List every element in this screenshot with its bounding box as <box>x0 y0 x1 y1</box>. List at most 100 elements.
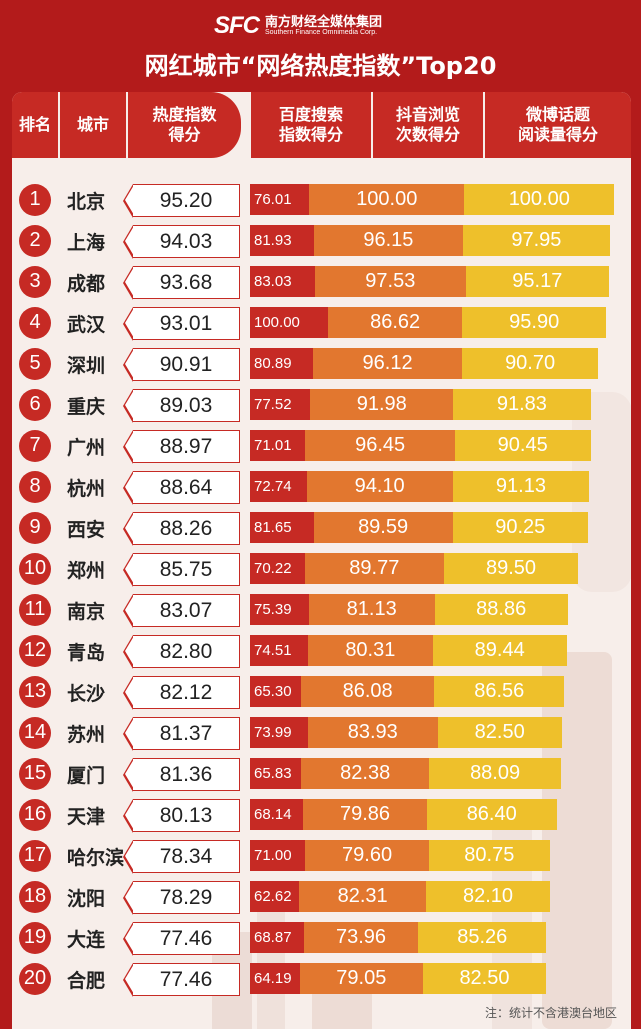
baidu-segment: 68.14 <box>250 799 304 830</box>
total-score-box: 77.46 <box>123 921 240 956</box>
baidu-segment: 71.01 <box>250 430 306 461</box>
score-pointer-inner <box>125 718 134 748</box>
score-pointer-inner <box>125 554 134 584</box>
brand-name-en: Southern Finance Omnimedia Corp. <box>265 29 378 37</box>
score-pointer-inner <box>125 882 134 912</box>
brand: SFC 南方财经全媒体集团 Southern Finance Omnimedia… <box>214 8 382 44</box>
rank-badge: 15 <box>19 757 51 790</box>
total-score-box: 82.12 <box>123 675 240 710</box>
total-score-box: 80.13 <box>123 798 240 833</box>
city-label: 郑州 <box>67 560 106 582</box>
rank-badge: 13 <box>19 675 51 708</box>
douyin-segment: 82.31 <box>298 881 427 912</box>
score-pointer-inner <box>125 431 134 461</box>
city-label: 广州 <box>67 437 106 459</box>
douyin-segment: 80.31 <box>308 635 433 666</box>
score-pointer-inner <box>125 595 134 625</box>
douyin-segment: 96.45 <box>305 430 455 461</box>
total-score-box: 90.91 <box>123 347 240 382</box>
score-pointer-inner <box>125 472 134 502</box>
total-score-box: 77.46 <box>123 962 240 997</box>
score-pointer-inner <box>125 800 134 830</box>
rank-badge: 4 <box>19 306 51 339</box>
header-douyin: 抖音浏览 次数得分 <box>373 92 483 158</box>
total-score-box: 78.29 <box>123 880 240 915</box>
douyin-segment: 79.86 <box>303 799 427 830</box>
weibo-segment: 91.13 <box>452 471 590 502</box>
total-score-value: 94.03 <box>159 229 213 253</box>
city-label: 上海 <box>67 232 106 254</box>
score-pointer-inner <box>125 185 134 215</box>
douyin-segment: 86.08 <box>300 676 435 707</box>
score-pointer-inner <box>125 308 134 338</box>
rank-badge: 2 <box>19 224 51 257</box>
rank-badge: 17 <box>19 839 51 872</box>
douyin-segment: 82.38 <box>301 758 430 789</box>
rank-badge: 19 <box>19 921 51 954</box>
weibo-segment: 90.70 <box>462 348 599 379</box>
total-score-box: 95.20 <box>123 183 240 218</box>
rank-badge: 10 <box>19 552 51 585</box>
brand-name-cn: 南方财经全媒体集团 <box>265 14 383 30</box>
city-label: 天津 <box>67 806 106 828</box>
city-label: 沈阳 <box>67 888 106 910</box>
douyin-segment: 97.53 <box>314 266 466 297</box>
total-score-value: 93.01 <box>159 311 213 335</box>
total-score-value: 89.03 <box>159 393 213 417</box>
total-score-value: 88.64 <box>159 475 213 499</box>
rank-badge: 8 <box>19 470 51 503</box>
total-score-box: 88.64 <box>123 470 240 505</box>
city-label: 西安 <box>67 519 106 541</box>
weibo-segment: 82.50 <box>437 717 562 748</box>
city-label: 苏州 <box>67 724 106 746</box>
baidu-segment: 83.03 <box>250 266 315 297</box>
baidu-segment: 68.87 <box>250 922 304 953</box>
city-label: 武汉 <box>67 314 106 336</box>
douyin-segment: 81.13 <box>308 594 435 625</box>
weibo-segment: 82.50 <box>422 963 547 994</box>
douyin-segment: 96.15 <box>313 225 463 256</box>
total-score-box: 83.07 <box>123 593 240 628</box>
city-label: 北京 <box>67 191 106 213</box>
city-label: 大连 <box>67 929 106 951</box>
rank-badge: 18 <box>19 880 51 913</box>
total-score-value: 82.12 <box>159 680 213 704</box>
rank-badge: 7 <box>19 429 51 462</box>
weibo-segment: 85.26 <box>418 922 547 953</box>
total-score-box: 88.97 <box>123 429 240 464</box>
city-label: 青岛 <box>67 642 106 664</box>
rank-badge: 3 <box>19 265 51 298</box>
header-weibo: 微博话题 阅读量得分 <box>485 92 631 158</box>
total-score-value: 77.46 <box>159 926 213 950</box>
header-rank: 排名 <box>12 92 58 158</box>
weibo-segment: 89.44 <box>432 635 567 666</box>
header-city: 城市 <box>60 92 126 158</box>
baidu-segment: 74.51 <box>250 635 309 666</box>
city-label: 长沙 <box>67 683 106 705</box>
weibo-segment: 82.10 <box>426 881 550 912</box>
score-pointer-inner <box>125 636 134 666</box>
rank-badge: 5 <box>19 347 51 380</box>
total-score-value: 82.80 <box>159 639 213 663</box>
total-score-value: 88.97 <box>159 434 213 458</box>
total-score-value: 95.20 <box>159 188 213 212</box>
page-title: 网红城市“网络热度指数”Top20 <box>144 52 497 80</box>
rank-badge: 16 <box>19 798 51 831</box>
total-score-box: 81.36 <box>123 757 240 792</box>
rank-badge: 20 <box>19 962 51 995</box>
brand-text: 南方财经全媒体集团 Southern Finance Omnimedia Cor… <box>265 14 383 37</box>
weibo-segment: 100.00 <box>464 184 615 215</box>
city-label: 成都 <box>67 273 106 295</box>
douyin-segment: 89.77 <box>304 553 444 584</box>
weibo-segment: 90.25 <box>452 512 588 543</box>
baidu-segment: 75.39 <box>250 594 309 625</box>
score-pointer-inner <box>125 677 134 707</box>
total-score-value: 77.46 <box>159 967 213 991</box>
score-pointer-inner <box>125 267 134 297</box>
footnote: 注：统计不含港澳台地区 <box>484 1006 617 1020</box>
total-score-value: 81.36 <box>159 762 213 786</box>
city-label: 杭州 <box>67 478 106 500</box>
total-score-value: 93.68 <box>159 270 213 294</box>
score-pointer-inner <box>125 923 134 953</box>
